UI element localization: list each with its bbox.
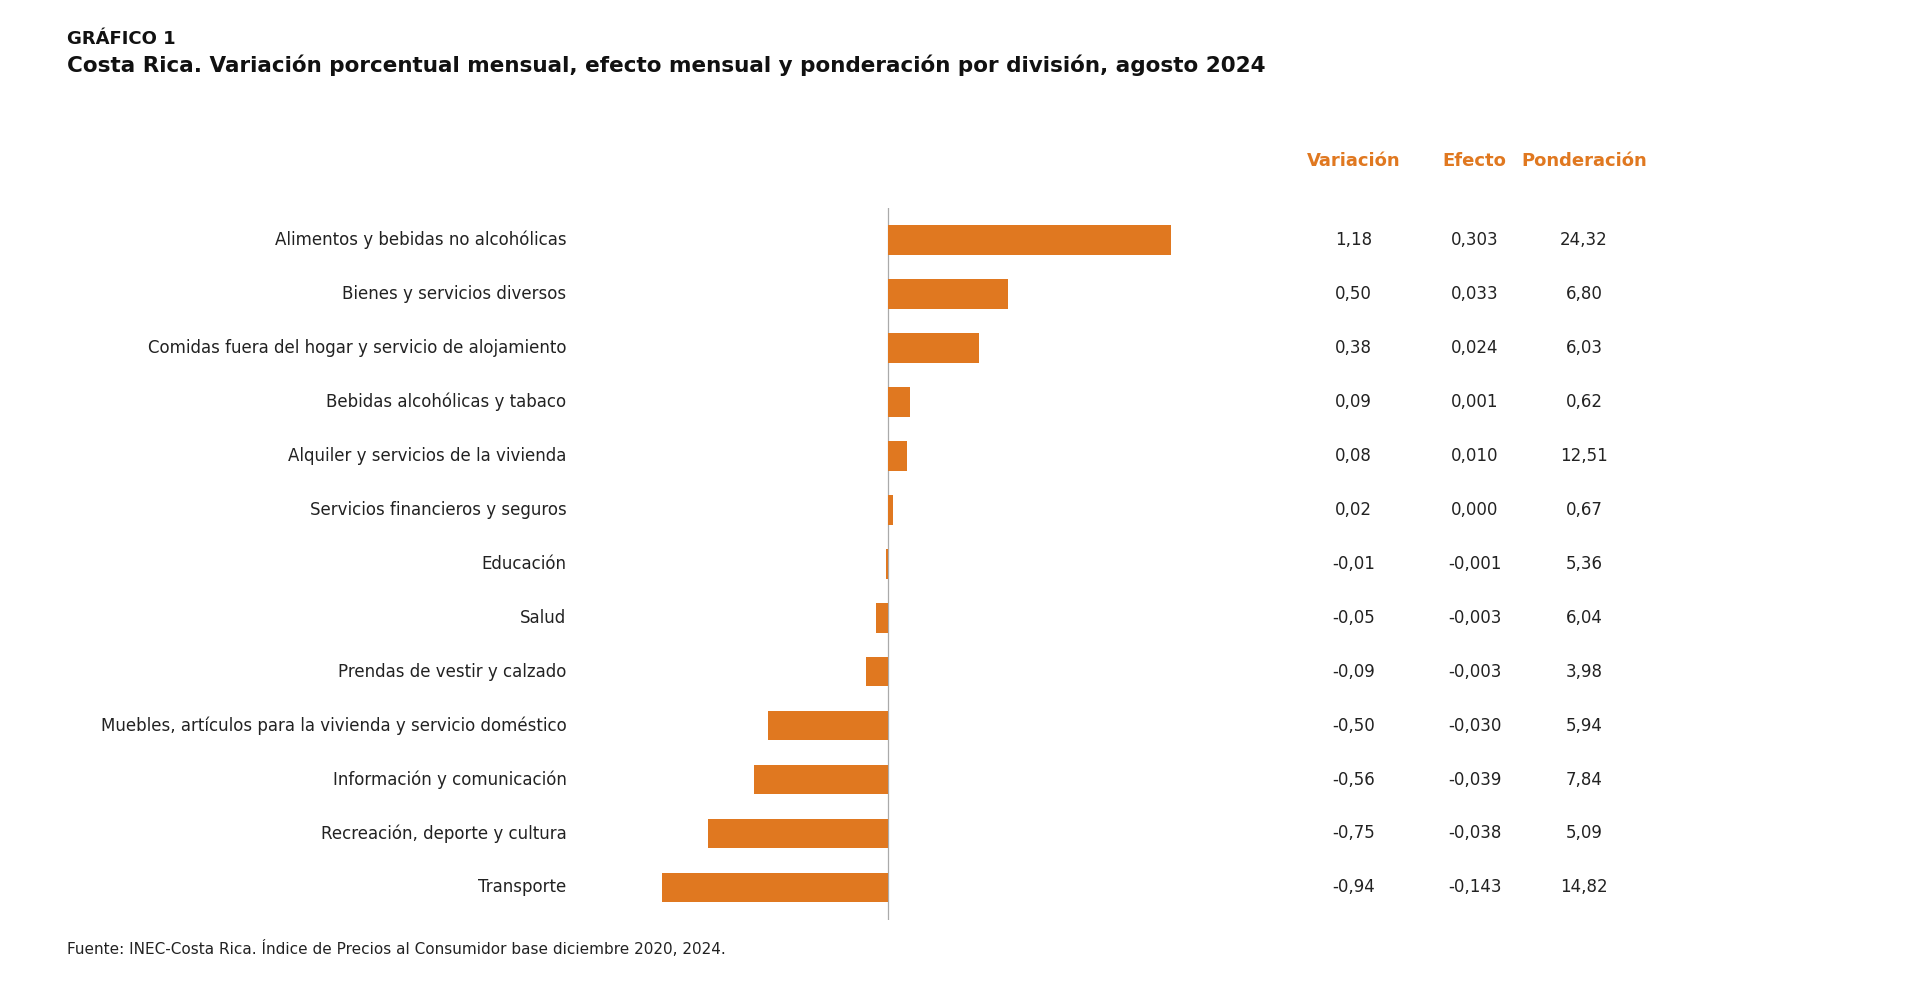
Text: 0,303: 0,303 bbox=[1452, 231, 1498, 249]
Text: 0,033: 0,033 bbox=[1452, 285, 1498, 303]
Text: Alimentos y bebidas no alcohólicas: Alimentos y bebidas no alcohólicas bbox=[275, 230, 566, 249]
Text: 7,84: 7,84 bbox=[1565, 770, 1603, 788]
Text: 6,04: 6,04 bbox=[1565, 608, 1603, 627]
Text: 1,18: 1,18 bbox=[1334, 231, 1373, 249]
Bar bbox=[885, 549, 887, 579]
Text: 6,03: 6,03 bbox=[1565, 339, 1603, 357]
Text: -0,94: -0,94 bbox=[1332, 878, 1375, 896]
Text: Información y comunicación: Información y comunicación bbox=[332, 770, 566, 789]
Text: 3,98: 3,98 bbox=[1565, 663, 1603, 680]
Bar bbox=[887, 333, 979, 363]
Text: 5,36: 5,36 bbox=[1565, 555, 1603, 573]
Text: 0,38: 0,38 bbox=[1334, 339, 1373, 357]
Text: Comidas fuera del hogar y servicio de alojamiento: Comidas fuera del hogar y servicio de al… bbox=[148, 339, 566, 357]
Text: Efecto: Efecto bbox=[1442, 152, 1507, 170]
Bar bbox=[887, 494, 893, 524]
Text: -0,143: -0,143 bbox=[1448, 878, 1501, 896]
Text: 0,50: 0,50 bbox=[1334, 285, 1373, 303]
Text: -0,030: -0,030 bbox=[1448, 717, 1501, 735]
Bar bbox=[887, 387, 910, 416]
Bar bbox=[753, 764, 887, 794]
Text: Ponderación: Ponderación bbox=[1521, 152, 1647, 170]
Bar bbox=[708, 819, 887, 849]
Text: 6,80: 6,80 bbox=[1565, 285, 1603, 303]
Bar bbox=[876, 603, 887, 633]
Text: -0,003: -0,003 bbox=[1448, 608, 1501, 627]
Text: -0,75: -0,75 bbox=[1332, 825, 1375, 843]
Text: 24,32: 24,32 bbox=[1561, 231, 1607, 249]
Text: 0,02: 0,02 bbox=[1334, 500, 1373, 519]
Text: -0,50: -0,50 bbox=[1332, 717, 1375, 735]
Text: 12,51: 12,51 bbox=[1561, 447, 1607, 465]
Text: -0,01: -0,01 bbox=[1332, 555, 1375, 573]
Text: Bebidas alcohólicas y tabaco: Bebidas alcohólicas y tabaco bbox=[326, 393, 566, 411]
Text: -0,039: -0,039 bbox=[1448, 770, 1501, 788]
Text: Recreación, deporte y cultura: Recreación, deporte y cultura bbox=[321, 824, 566, 843]
Text: 0,001: 0,001 bbox=[1452, 393, 1498, 410]
Text: Servicios financieros y seguros: Servicios financieros y seguros bbox=[309, 500, 566, 519]
Text: -0,001: -0,001 bbox=[1448, 555, 1501, 573]
Text: 5,09: 5,09 bbox=[1565, 825, 1603, 843]
Bar bbox=[662, 872, 887, 902]
Text: Transporte: Transporte bbox=[478, 878, 566, 896]
Text: -0,56: -0,56 bbox=[1332, 770, 1375, 788]
Text: 0,000: 0,000 bbox=[1452, 500, 1498, 519]
Bar bbox=[887, 279, 1008, 309]
Text: Fuente: INEC-Costa Rica. Índice de Precios al Consumidor base diciembre 2020, 20: Fuente: INEC-Costa Rica. Índice de Preci… bbox=[67, 941, 726, 957]
Text: -0,09: -0,09 bbox=[1332, 663, 1375, 680]
Bar bbox=[768, 711, 887, 741]
Text: Bienes y servicios diversos: Bienes y servicios diversos bbox=[342, 285, 566, 303]
Bar bbox=[887, 441, 906, 471]
Text: Prendas de vestir y calzado: Prendas de vestir y calzado bbox=[338, 663, 566, 680]
Text: GRÁFICO 1: GRÁFICO 1 bbox=[67, 30, 177, 47]
Text: 0,024: 0,024 bbox=[1452, 339, 1498, 357]
Text: 0,62: 0,62 bbox=[1565, 393, 1603, 410]
Text: Costa Rica. Variación porcentual mensual, efecto mensual y ponderación por divis: Costa Rica. Variación porcentual mensual… bbox=[67, 54, 1265, 76]
Text: Variación: Variación bbox=[1308, 152, 1400, 170]
Text: 0,67: 0,67 bbox=[1565, 500, 1603, 519]
Text: 0,010: 0,010 bbox=[1452, 447, 1498, 465]
Text: 0,09: 0,09 bbox=[1334, 393, 1373, 410]
Bar bbox=[887, 225, 1171, 255]
Text: 5,94: 5,94 bbox=[1565, 717, 1603, 735]
Text: -0,05: -0,05 bbox=[1332, 608, 1375, 627]
Text: Alquiler y servicios de la vivienda: Alquiler y servicios de la vivienda bbox=[288, 447, 566, 465]
Text: Muebles, artículos para la vivienda y servicio doméstico: Muebles, artículos para la vivienda y se… bbox=[100, 716, 566, 735]
Text: 0,08: 0,08 bbox=[1334, 447, 1373, 465]
Text: 14,82: 14,82 bbox=[1561, 878, 1607, 896]
Text: -0,003: -0,003 bbox=[1448, 663, 1501, 680]
Text: -0,038: -0,038 bbox=[1448, 825, 1501, 843]
Text: Educación: Educación bbox=[482, 555, 566, 573]
Bar bbox=[866, 657, 887, 686]
Text: Salud: Salud bbox=[520, 608, 566, 627]
